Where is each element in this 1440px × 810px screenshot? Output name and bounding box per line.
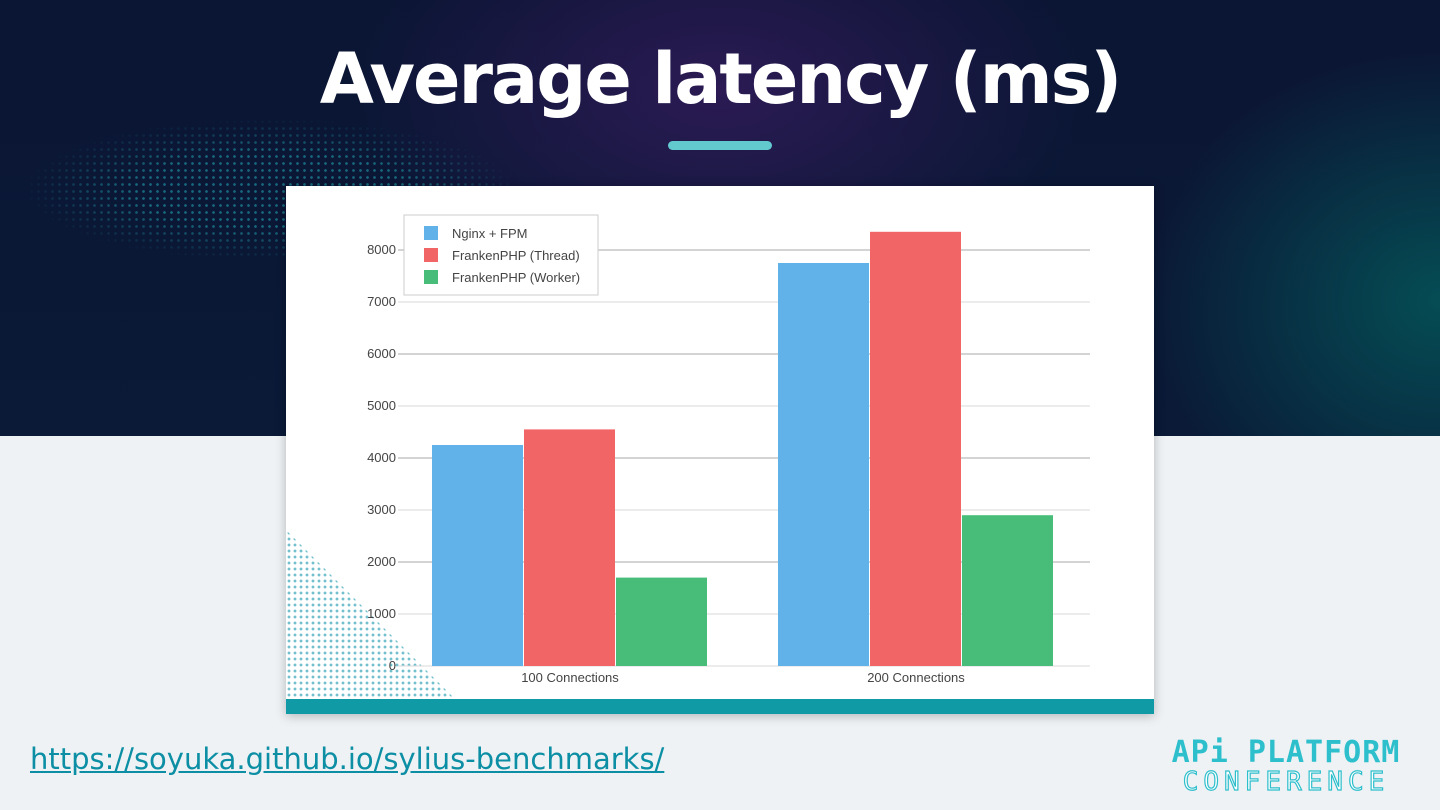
legend-swatch — [424, 248, 438, 262]
y-tick-label: 0 — [389, 658, 396, 673]
y-tick-label: 6000 — [367, 346, 396, 361]
bar — [616, 577, 707, 666]
y-tick-label: 1000 — [367, 606, 396, 621]
slide-title: Average latency (ms) — [319, 38, 1123, 120]
legend-swatch — [424, 270, 438, 284]
logo-line-1: APi PLATFORM — [1171, 735, 1401, 770]
y-tick-label: 3000 — [367, 502, 396, 517]
legend-swatch — [424, 226, 438, 240]
legend-label: FrankenPHP (Worker) — [452, 270, 580, 285]
x-tick-label: 100 Connections — [521, 670, 619, 685]
benchmarks-link[interactable]: https://soyuka.github.io/sylius-benchmar… — [30, 742, 665, 776]
y-tick-label: 4000 — [367, 450, 396, 465]
legend-label: FrankenPHP (Thread) — [452, 248, 580, 263]
y-tick-label: 2000 — [367, 554, 396, 569]
chart-card: 0 1000 2000 3000 4000 5000 6000 7000 8000 100 Con… — [286, 186, 1154, 714]
y-tick-label: 5000 — [367, 398, 396, 413]
conference-logo: APi PLATFORM CONFERENCE — [1166, 738, 1406, 798]
bar — [962, 515, 1053, 666]
bar-chart: 0 1000 2000 3000 4000 5000 6000 7000 8000 100 Con… — [367, 214, 1090, 685]
bar — [432, 445, 523, 666]
logo-line-2: CONFERENCE — [1182, 767, 1390, 797]
card-bottom-bar — [286, 699, 1154, 714]
bar — [778, 263, 869, 666]
y-tick-label: 8000 — [367, 242, 396, 257]
title-underline — [668, 141, 772, 150]
y-tick-label: 7000 — [367, 294, 396, 309]
bar — [524, 429, 615, 666]
x-tick-label: 200 Connections — [867, 670, 965, 685]
bar — [870, 231, 961, 667]
legend-label: Nginx + FPM — [452, 226, 528, 241]
